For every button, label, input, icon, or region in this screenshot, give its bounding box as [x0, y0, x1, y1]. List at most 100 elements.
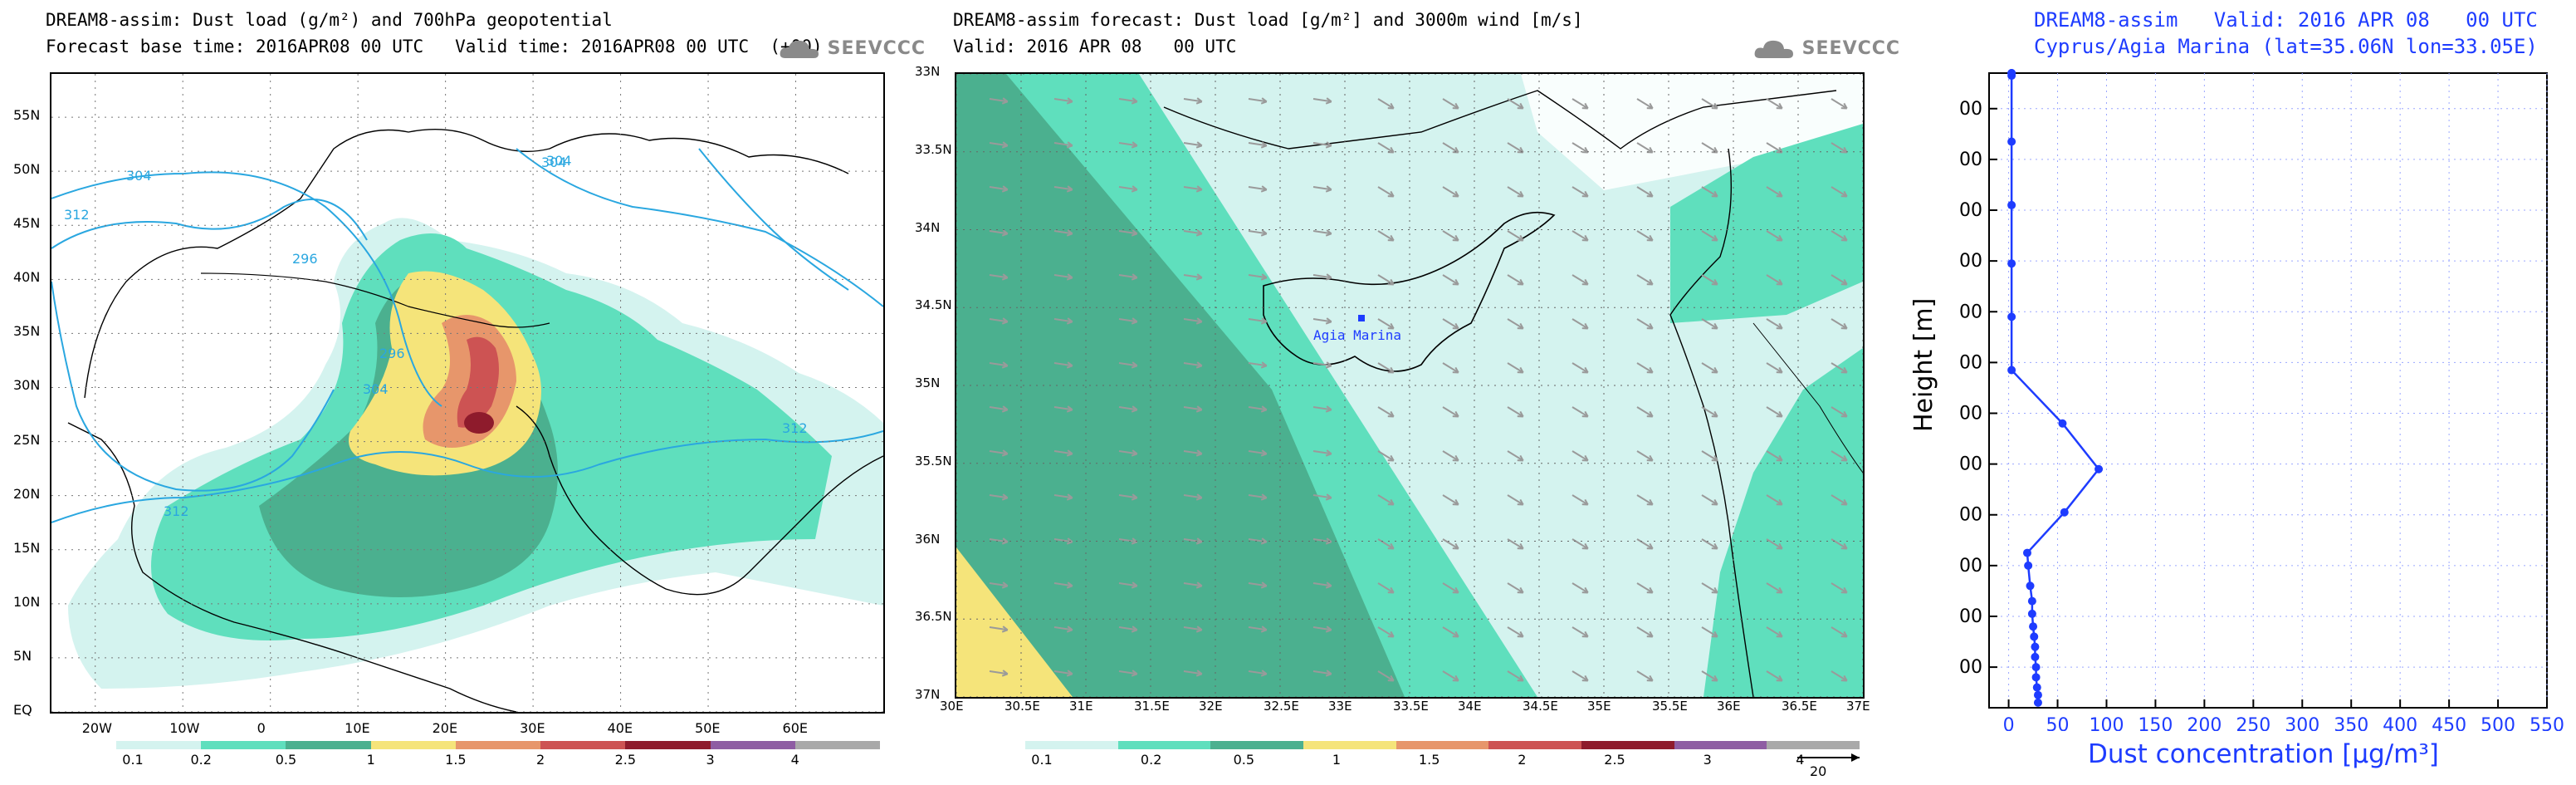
wind-arrow-icon: [989, 185, 1009, 193]
wind-arrow-icon: [1248, 405, 1268, 413]
wind-arrow-icon: [1831, 98, 1848, 110]
wind-arrow-icon: [1507, 450, 1524, 462]
lat-tick-label: 34N: [915, 219, 941, 235]
wind-arrow-icon: [1118, 670, 1138, 677]
wind-arrow-icon: [1572, 494, 1589, 506]
wind-arrow-icon: [1507, 274, 1524, 286]
wind-arrow-icon: [1248, 626, 1268, 633]
wind-arrow-icon: [1442, 186, 1459, 198]
wind-arrow-icon: [1248, 581, 1268, 589]
profile-point: [2007, 259, 2016, 268]
turkey-coastline: [1163, 90, 1837, 150]
x-tick-label: 350: [2334, 715, 2368, 731]
colorbar-swatch: [1025, 741, 1118, 749]
panel3-ylabel: Height [m]: [1909, 297, 1938, 432]
wind-arrow-icon: [989, 581, 1009, 589]
profile-point: [2026, 581, 2035, 591]
colorbar-label: 0.5: [275, 752, 297, 768]
wind-arrow-icon: [1701, 670, 1718, 682]
lon-tick-label: 50E: [695, 720, 721, 736]
wind-arrow-icon: [1377, 494, 1395, 506]
wind-arrows: [989, 97, 1848, 682]
wind-arrow-icon: [1312, 670, 1332, 677]
profile-point: [2031, 673, 2041, 682]
profile-point: [2031, 663, 2041, 672]
colorbar-swatch: [1303, 741, 1396, 749]
lat-tick-label: 50N: [13, 161, 41, 178]
wind-arrow-icon: [1507, 98, 1524, 110]
profile-point: [2031, 652, 2040, 661]
wind-arrow-icon: [1118, 361, 1138, 369]
wind-arrow-icon: [1377, 230, 1395, 242]
colorbar-label: 0.2: [190, 752, 212, 768]
colorbar-swatch: [1674, 741, 1767, 749]
panel1-subtitle: Forecast base time: 2016APR08 00 UTC Val…: [46, 37, 823, 56]
colorbar-swatch: [1488, 741, 1582, 749]
colorbar-swatch: [201, 741, 286, 749]
wind-arrow-icon: [1053, 405, 1073, 413]
wind-arrow-icon: [1701, 494, 1718, 506]
x-tick-label: 150: [2138, 715, 2173, 731]
wind-arrow-icon: [1442, 406, 1459, 418]
wind-arrow-icon: [989, 493, 1009, 501]
wind-arrow-icon: [1118, 449, 1138, 457]
wind-arrow-icon: [1183, 361, 1203, 369]
y-tick-label: 7000: [1959, 352, 1982, 373]
wind-arrow-icon: [1183, 141, 1203, 149]
colorbar-label: 0.5: [1233, 752, 1255, 768]
wind-arrow-icon: [1766, 98, 1783, 110]
wind-arrow-icon: [1053, 97, 1073, 105]
wind-arrow-icon: [1377, 450, 1395, 462]
wind-arrow-icon: [1701, 362, 1718, 374]
lat-tick-label: 10N: [13, 593, 41, 610]
wind-arrow-icon: [1636, 494, 1654, 506]
lon-tick-label: 20E: [432, 720, 458, 736]
wind-arrow-icon: [1766, 450, 1783, 462]
profile-point: [2058, 419, 2067, 428]
wind-arrow-icon: [1053, 581, 1073, 589]
lon-tick-label: 31.5E: [1134, 699, 1170, 714]
wind-arrow-icon: [1507, 626, 1524, 638]
panel1-colorbar: [116, 741, 880, 749]
lat-tick-label: 35N: [13, 323, 41, 340]
y-tick-label: 1000: [1959, 657, 1982, 678]
lon-tick-label: 36E: [1717, 699, 1741, 714]
panel2-map: Agia Marina: [955, 72, 1865, 699]
wind-arrow-icon: [1377, 626, 1395, 638]
wind-arrow-icon: [989, 229, 1009, 237]
lon-tick-label: 40E: [607, 720, 633, 736]
wind-arrow-icon: [1442, 450, 1459, 462]
wind-arrow-icon: [1701, 274, 1718, 286]
wind-arrow-icon: [1572, 406, 1589, 418]
wind-arrow-icon: [1312, 185, 1332, 193]
wind-arrow-icon: [1831, 670, 1848, 682]
wind-arrow-icon: [1312, 361, 1332, 369]
lat-tick-label: 55N: [13, 107, 41, 124]
wind-arrow-icon: [1312, 273, 1332, 281]
y-tick-label: 8000: [1959, 302, 1982, 322]
panel1-title: DREAM8-assim: Dust load (g/m²) and 700hP…: [46, 10, 613, 30]
wind-arrow-icon: [1312, 97, 1332, 105]
wind-arrow-icon: [1442, 318, 1459, 330]
coastline-north: [84, 129, 849, 399]
wind-arrow-icon: [1312, 581, 1332, 589]
colorbar-label: 4: [790, 752, 799, 768]
panel3-subtitle: Cyprus/Agia Marina (lat=35.06N lon=33.05…: [2034, 35, 2538, 58]
profile-point: [2060, 508, 2069, 517]
lon-tick-label: 35.5E: [1652, 699, 1688, 714]
dust-level-02: [1670, 124, 1863, 323]
lon-tick-label: 33E: [1328, 699, 1352, 714]
wind-arrow-icon: [1572, 362, 1589, 374]
wind-arrow-icon: [1312, 493, 1332, 501]
lat-tick-label: 35.5N: [915, 453, 952, 469]
colorbar-label: 1.5: [445, 752, 467, 768]
colorbar-swatch: [1396, 741, 1489, 749]
colorbar-swatch: [1767, 741, 1860, 749]
wind-arrow-icon: [1766, 362, 1783, 374]
lat-tick-label: 37N: [915, 687, 941, 702]
lat-tick-label: 40N: [13, 269, 41, 286]
profile-point: [2007, 69, 2016, 77]
lon-tick-label: 60E: [782, 720, 808, 736]
wind-arrow-icon: [1572, 230, 1589, 242]
